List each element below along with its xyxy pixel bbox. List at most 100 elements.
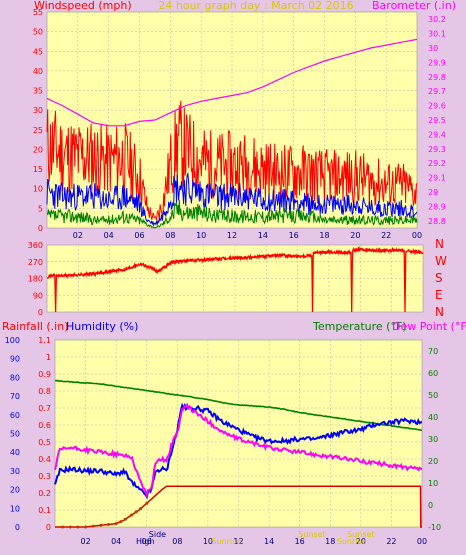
barometer-tick: 28.9 [428,202,446,211]
barometer-tick: 30 [428,44,438,53]
windspeed-tick: 15 [33,165,43,174]
rainfall-tick: 0.9 [38,370,51,379]
rainfall-point [145,501,149,505]
rainfall-tick: 0.3 [38,472,51,481]
humidity-tick: 70 [10,392,20,401]
barometer-tick: 29.5 [428,116,446,125]
humidity-tick: 40 [10,448,20,457]
climate-x-tick: 16 [295,537,305,546]
direction-tick: 360 [28,241,43,250]
temperature-tick: 60 [428,369,438,378]
rainfall-axis-label: Rainfall (.in) [2,320,69,333]
wind-low-line [46,199,418,229]
temperature-tick: 70 [428,347,438,356]
wind-gust-line [46,100,418,221]
barometer-axis-label: Barometer (.in) [372,0,456,12]
rainfall-point [130,513,133,517]
temperature-tick: -10 [428,523,441,532]
temperature-line [54,379,423,432]
rainfall-point [76,525,80,529]
rainfall-line [55,485,422,528]
climate-x-tick: 18 [325,537,335,546]
humidity-tick: 90 [10,355,20,364]
climate-x-tick: 12 [233,537,243,546]
humidity-ticks: 0 10 20 30 40 50 60 70 80 90 100 [5,336,20,532]
wind-x-tick: 22 [381,231,391,240]
humidity-line [54,402,423,500]
humidity-tick: 100 [5,336,20,345]
humidity-tick: 50 [10,430,20,439]
climate-x-tick: 10 [203,537,213,546]
rainfall-tick: 0.5 [38,438,51,447]
humidity-tick: 0 [15,523,20,532]
rainfall-point [91,524,95,528]
climate-x-tick: 20 [356,537,366,546]
direction-tick: 270 [28,258,43,267]
rainfall-point [134,510,138,514]
wind-x-tick: 10 [196,231,206,240]
chart-title: 24 hour graph day : March 02 2016 [158,0,353,12]
direction-grid [47,244,424,313]
windspeed-tick: 25 [33,126,43,135]
humidity-tick: 30 [10,467,20,476]
windspeed-tick: 10 [33,185,43,194]
rainfall-point [61,525,65,529]
wind-average-line [46,171,418,228]
wind-x-tick: 18 [319,231,329,240]
rainfall-point [123,517,127,521]
barometer-tick: 29.4 [428,130,446,139]
humidity-axis-label: Humidity (%) [66,320,138,333]
barometer-ticks: 28.8 28.9 29 29.1 29.2 29.3 29.4 29.5 29.6 29.7 29… [428,15,446,226]
rainfall-point [99,523,103,527]
wind-x-tick: 14 [258,231,268,240]
compass-label: W [435,254,447,268]
temperature-tick: 40 [428,413,438,422]
direction-series [46,245,424,313]
rainfall-point [107,523,110,526]
temperature-axis-label: Temperature (°F) [312,320,407,333]
windspeed-axis-label: Windspeed (mph) [34,0,132,12]
compass-label: S [435,271,443,285]
sun-event-label: Sunset [347,530,374,539]
dewpoint-axis-label: Dew Point (°F) [392,320,466,333]
barometer-tick: 29.3 [428,145,446,154]
direction-line [46,245,424,313]
rain-humidity-temp-panel: 0 0.1 0.2 0.3 0.4 0.5 0.6 0.7 0.8 0.9 1 1.1 0 10 20 30… [2,320,466,546]
rainfall-point [119,520,123,524]
rainfall-tick: 0.7 [38,404,51,413]
barometer-tick: 29.2 [428,159,446,168]
wind-x-tick: 08 [165,231,175,240]
climate-x-tick: 04 [111,537,121,546]
climate-series [54,379,423,529]
barometer-tick: 30.2 [428,15,446,24]
windspeed-tick: 50 [33,28,43,37]
temperature-tick: 30 [428,435,438,444]
compass-label: N [435,305,444,319]
wind-x-tick: 12 [227,231,237,240]
wind-x-tick: 06 [134,231,144,240]
rainfall-tick: 0.6 [38,421,51,430]
temperature-tick: 10 [428,479,438,488]
windspeed-tick: 35 [33,87,43,96]
barometer-line [46,38,418,127]
humidity-tick: 80 [10,373,20,382]
rainfall-tick: 0.1 [38,506,51,515]
windspeed-tick: 30 [33,106,43,115]
climate-grid [55,339,423,527]
temperature-ticks: -10 0 10 20 30 40 50 60 70 [428,347,441,532]
direction-tick: 0 [38,308,43,317]
wind-x-tick: 20 [350,231,360,240]
sun-event-label: Sunset [298,530,325,539]
rainfall-tick: 0.2 [38,489,51,498]
climate-x-tick: 22 [386,537,396,546]
barometer-tick: 29.1 [428,174,446,183]
sun-event-label: Sunrise [337,537,367,546]
climate-x-tick: 14 [264,537,274,546]
wind-series [46,38,418,229]
windspeed-tick: 40 [33,67,43,76]
humidity-tick: 10 [10,504,20,513]
rainfall-point [139,507,143,511]
climate-x-tick: 06 [142,537,152,546]
